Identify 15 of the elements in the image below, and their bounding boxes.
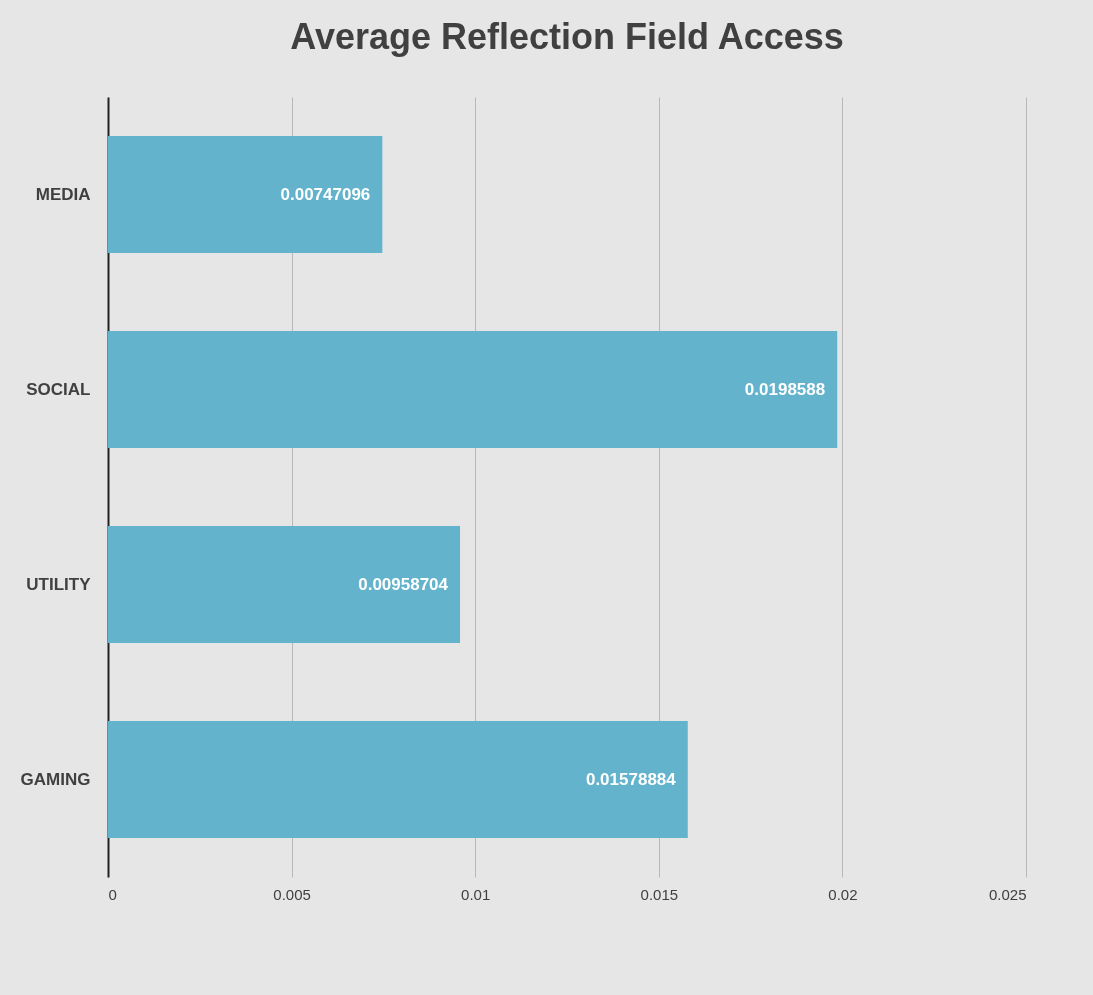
x-tick-label: 0.01 — [461, 885, 491, 903]
x-tick-label: 0 — [108, 885, 117, 903]
y-tick-label: MEDIA — [35, 184, 91, 204]
y-tick-label: UTILITY — [26, 574, 92, 594]
y-tick-label: SOCIAL — [26, 379, 91, 399]
x-tick-label: 0.005 — [273, 885, 311, 903]
data-label: 0.00958704 — [358, 574, 449, 594]
data-label: 0.01578884 — [585, 769, 677, 789]
data-label: 0.00747096 — [280, 184, 371, 204]
chart-title: Average Reflection Field Access — [290, 16, 844, 57]
x-tick-label: 0.02 — [828, 885, 858, 903]
x-tick-label: 0.025 — [988, 885, 1027, 903]
data-label: 0.0198588 — [744, 379, 826, 399]
y-tick-label: GAMING — [20, 769, 91, 789]
x-tick-label: 0.015 — [640, 885, 679, 903]
